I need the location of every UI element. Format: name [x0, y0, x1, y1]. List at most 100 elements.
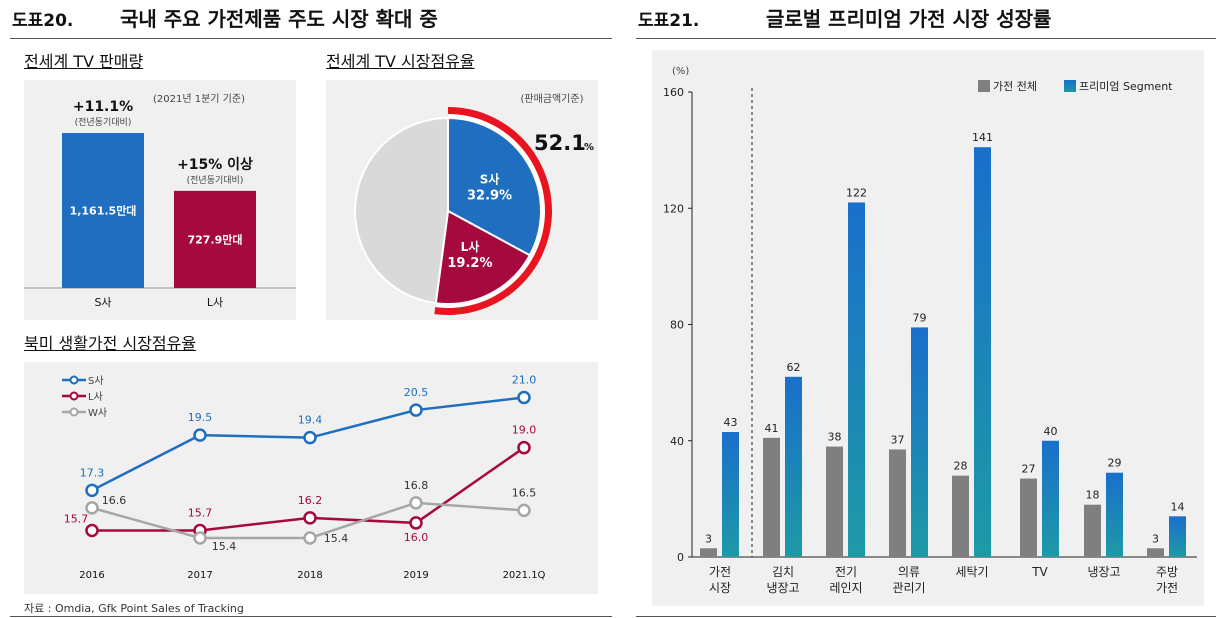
premium-growth-panel: (%) 0 40 80 120 160 가전 전체 프리미엄 Segment 3 43 가전 시장 41…: [652, 50, 1204, 606]
x-tick-label: 2019: [403, 570, 428, 581]
series-point: [193, 428, 207, 442]
series-point: [517, 503, 531, 518]
series-point: [303, 511, 317, 525]
x-category-label: 관리기: [892, 581, 925, 595]
tv-sales-growth-note: (전년동기대비): [187, 175, 244, 186]
tv-share-title: 전세계 TV 시장점유율: [326, 52, 475, 71]
legend-label: 프리미엄 Segment: [1079, 80, 1173, 93]
x-category-label: 가전: [709, 565, 731, 579]
bar-total-market: [1147, 548, 1164, 557]
bar-premium-segment: [1169, 516, 1186, 557]
series-point: [303, 531, 317, 545]
series-data-label: 17.3: [80, 466, 105, 479]
tv-share-slice-value: 19.2%: [447, 256, 492, 271]
x-category-label: 시장: [709, 581, 731, 595]
bar-value-label: 43: [724, 416, 738, 429]
tv-share-slice-value: 32.9%: [467, 188, 512, 203]
title-rule-left: [10, 38, 612, 39]
series-data-label: 19.0: [512, 424, 537, 437]
na-share-line-chart: S사 L사 W사 17.3 19.5 19.4 20.5 21.0 15.7 15.7 16.2 16…: [62, 374, 546, 581]
bar-total-market: [952, 475, 969, 557]
tv-share-total: 52.1: [534, 131, 586, 155]
bar-value-label: 14: [1171, 500, 1185, 513]
tv-share-note: (판매금액기준): [520, 93, 583, 105]
bar-premium-segment: [848, 202, 865, 557]
tv-share-total-unit: %: [584, 142, 594, 153]
bar-total-market: [1020, 478, 1037, 557]
series-data-label: 15.4: [324, 532, 349, 545]
series-point: [409, 516, 423, 530]
series-data-label: 16.5: [512, 486, 537, 499]
y-tick-label: 120: [663, 202, 684, 215]
bar-value-label: 3: [1152, 532, 1159, 545]
legend-label: L사: [88, 391, 103, 403]
x-category-label: 김치: [772, 565, 794, 579]
bar-total-market: [700, 548, 717, 557]
tv-share-slice-name: S사: [480, 171, 500, 186]
bar-value-label: 79: [913, 311, 927, 324]
tv-sales-growth-note: (전년동기대비): [75, 117, 132, 128]
series-point: [517, 440, 531, 455]
bar-value-label: 122: [846, 186, 867, 199]
tv-sales-bar: [62, 133, 144, 288]
tv-sales-bar-label: 1,161.5만대: [70, 204, 137, 218]
bar-value-label: 27: [1022, 463, 1036, 476]
tv-share-slice: [447, 116, 542, 257]
x-category-label: 가전: [1156, 581, 1178, 595]
tv-sales-bar: [174, 190, 256, 288]
bar-value-label: 38: [828, 431, 842, 444]
bottom-rule-left: [10, 616, 612, 617]
tv-sales-note: (2021년 1분기 기준): [153, 93, 245, 105]
figure-21-label: 도표21.: [638, 11, 700, 31]
bar-value-label: 18: [1086, 489, 1100, 502]
tv-share-slice: [354, 116, 449, 305]
tv-sales-bar-label: 727.9만대: [187, 232, 242, 246]
legend-label: 가전 전체: [993, 80, 1037, 93]
x-category-label: TV: [1031, 565, 1048, 579]
x-tick-label: 2016: [79, 570, 104, 581]
figure-20-title: 국내 주요 가전제품 주도 시장 확대 중: [120, 7, 438, 31]
legend-label: W사: [88, 407, 107, 419]
bar-total-market: [1084, 504, 1101, 557]
bar-premium-segment: [1106, 472, 1123, 557]
series-point: [409, 496, 423, 510]
tv-sales-panel: (2021년 1분기 기준) 1,161.5만대 +11.1% (전년동기대비) S사…: [24, 80, 296, 320]
series-point: [409, 403, 423, 417]
legend-swatch: [978, 80, 990, 92]
legend-marker: [69, 391, 79, 401]
legend-marker: [69, 407, 79, 417]
bar-total-market: [763, 437, 780, 557]
y-tick-label: 0: [677, 551, 684, 564]
x-category-label: 냉장고: [1087, 565, 1120, 579]
tv-share-slice-name: L사: [461, 239, 480, 254]
series-point: [85, 523, 99, 538]
bar-value-label: 37: [891, 433, 905, 446]
bottom-rule-right: [636, 616, 1216, 617]
x-category-label: 냉장고: [766, 581, 799, 595]
series-point: [85, 483, 99, 498]
na-share-title: 북미 생활가전 시장점유율: [24, 334, 197, 353]
series-data-label: 15.4: [212, 540, 237, 553]
x-tick-label: 2018: [297, 570, 322, 581]
series-point: [303, 430, 317, 445]
series-data-label: 16.6: [102, 494, 127, 507]
title-rule-right: [636, 38, 1216, 39]
series-data-label: 21.0: [512, 374, 537, 387]
y-tick-label: 160: [663, 86, 684, 99]
series-data-label: 15.7: [64, 512, 89, 525]
tv-share-pie: (판매금액기준) 52.1 % S사 32.9% L사 19.2%: [354, 93, 594, 315]
series-data-label: 19.5: [188, 411, 213, 424]
series-point: [193, 531, 207, 545]
bar-premium-segment: [974, 147, 991, 557]
legend-label: S사: [88, 375, 104, 387]
legend-swatch: [1064, 80, 1076, 92]
figure-20-label: 도표20.: [12, 11, 74, 31]
tv-sales-chart: (2021년 1분기 기준) 1,161.5만대 +11.1% (전년동기대비) S사…: [24, 93, 296, 309]
series-data-label: 16.8: [404, 479, 429, 492]
series-data-label: 16.0: [404, 531, 429, 544]
bar-value-label: 141: [972, 131, 993, 144]
bar-total-market: [826, 446, 843, 557]
bar-value-label: 3: [705, 532, 712, 545]
tv-share-panel: (판매금액기준) 52.1 % S사 32.9% L사 19.2%: [326, 80, 598, 320]
series-point: [517, 390, 531, 405]
